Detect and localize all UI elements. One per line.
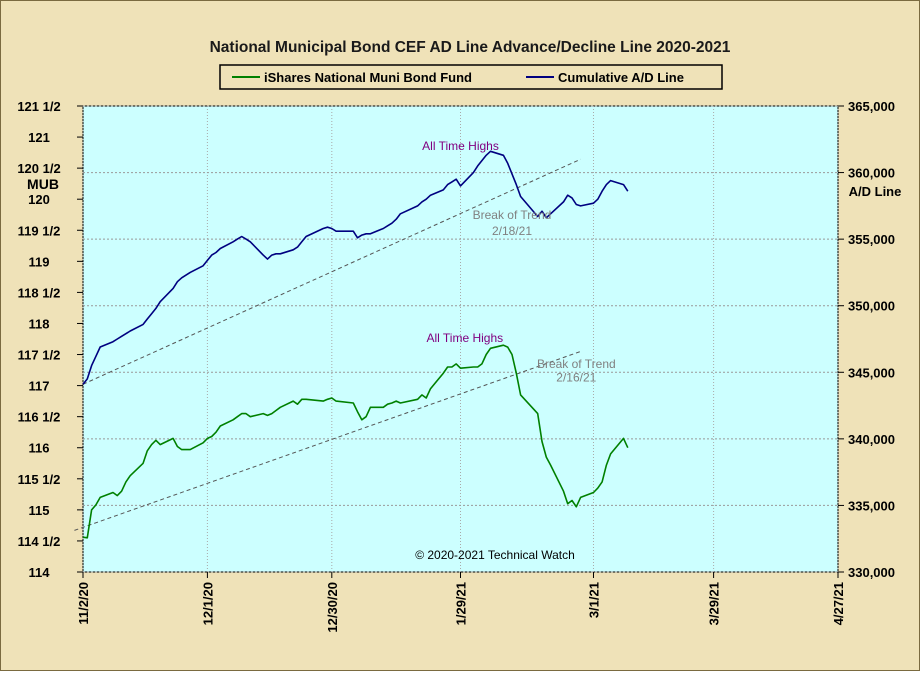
right-tick-label: 360,000 xyxy=(848,166,895,181)
trend-line xyxy=(82,158,581,385)
x-tick-label: 3/1/21 xyxy=(586,582,601,618)
x-tick-label: 11/2/20 xyxy=(76,582,91,625)
series-layer xyxy=(82,150,629,539)
legend-label-ad-line: Cumulative A/D Line xyxy=(558,70,684,85)
legend-box xyxy=(219,64,723,90)
right-tick-label: 365,000 xyxy=(848,99,895,114)
left-tick-label: 116 1/2 xyxy=(18,410,61,425)
annotation-break-of-trend: Break of Trend xyxy=(537,357,616,371)
left-tick-label: 118 1/2 xyxy=(18,285,61,300)
left-tick-label: 120 xyxy=(28,192,50,207)
trend-line xyxy=(74,350,581,531)
left-axis-label: MUB xyxy=(27,176,59,192)
left-tick-label: 115 xyxy=(29,503,50,518)
right-tick-label: 335,000 xyxy=(848,498,895,513)
left-tick-label: 120 1/2 xyxy=(17,161,60,176)
left-tick-label: 121 xyxy=(28,130,50,145)
annotations: All Time Highs Break of Trend 2/18/21 All T… xyxy=(422,139,616,384)
left-tick-label: 119 xyxy=(29,254,50,269)
x-tick-label: 1/29/21 xyxy=(454,582,469,625)
left-tick-label: 116 xyxy=(29,441,50,456)
series-line-ad xyxy=(82,150,629,385)
grid-layer xyxy=(82,105,839,573)
x-tick-label: 12/1/20 xyxy=(200,582,215,625)
right-tick-label: 330,000 xyxy=(848,565,895,580)
right-tick-label: 355,000 xyxy=(848,232,895,247)
right-axis-label: A/D Line xyxy=(849,184,902,199)
annotation-break-of-trend: 2/16/21 xyxy=(556,370,596,384)
left-tick-label: 118 xyxy=(29,316,50,331)
x-tick-label: 4/27/21 xyxy=(831,582,846,625)
left-tick-label: 117 xyxy=(29,379,50,394)
chart-title: National Municipal Bond CEF AD Line Adva… xyxy=(210,39,731,56)
annotation-all-time-highs: All Time Highs xyxy=(422,139,499,153)
right-tick-label: 350,000 xyxy=(848,299,895,314)
x-tick-label: 3/29/21 xyxy=(707,582,722,625)
annotation-all-time-highs: All Time Highs xyxy=(426,331,503,345)
left-tick-label: 119 1/2 xyxy=(18,223,61,238)
copyright-text: © 2020-2021 Technical Watch xyxy=(415,548,575,562)
plot-area xyxy=(82,105,839,573)
series-line-ishares xyxy=(82,344,629,539)
left-tick-label: 121 1/2 xyxy=(17,99,60,114)
left-tick-label: 117 1/2 xyxy=(18,348,61,363)
trend-lines xyxy=(74,158,581,531)
left-tick-label: 115 1/2 xyxy=(18,472,61,487)
right-tick-label: 340,000 xyxy=(848,432,895,447)
left-tick-label: 114 1/2 xyxy=(18,534,61,549)
axes: 11/2/20 12/1/20 12/30/20 1/29/21 3/1/21 3/29/… xyxy=(17,99,895,633)
annotation-break-of-trend: Break of Trend xyxy=(473,208,552,222)
annotation-break-of-trend: 2/18/21 xyxy=(492,224,532,238)
legend: iShares National Muni Bond Fund Cumulati… xyxy=(219,64,723,90)
left-tick-label: 114 xyxy=(29,565,51,580)
x-tick-label: 12/30/20 xyxy=(325,582,340,633)
right-tick-label: 345,000 xyxy=(848,365,895,380)
legend-label-ishares: iShares National Muni Bond Fund xyxy=(264,70,472,85)
